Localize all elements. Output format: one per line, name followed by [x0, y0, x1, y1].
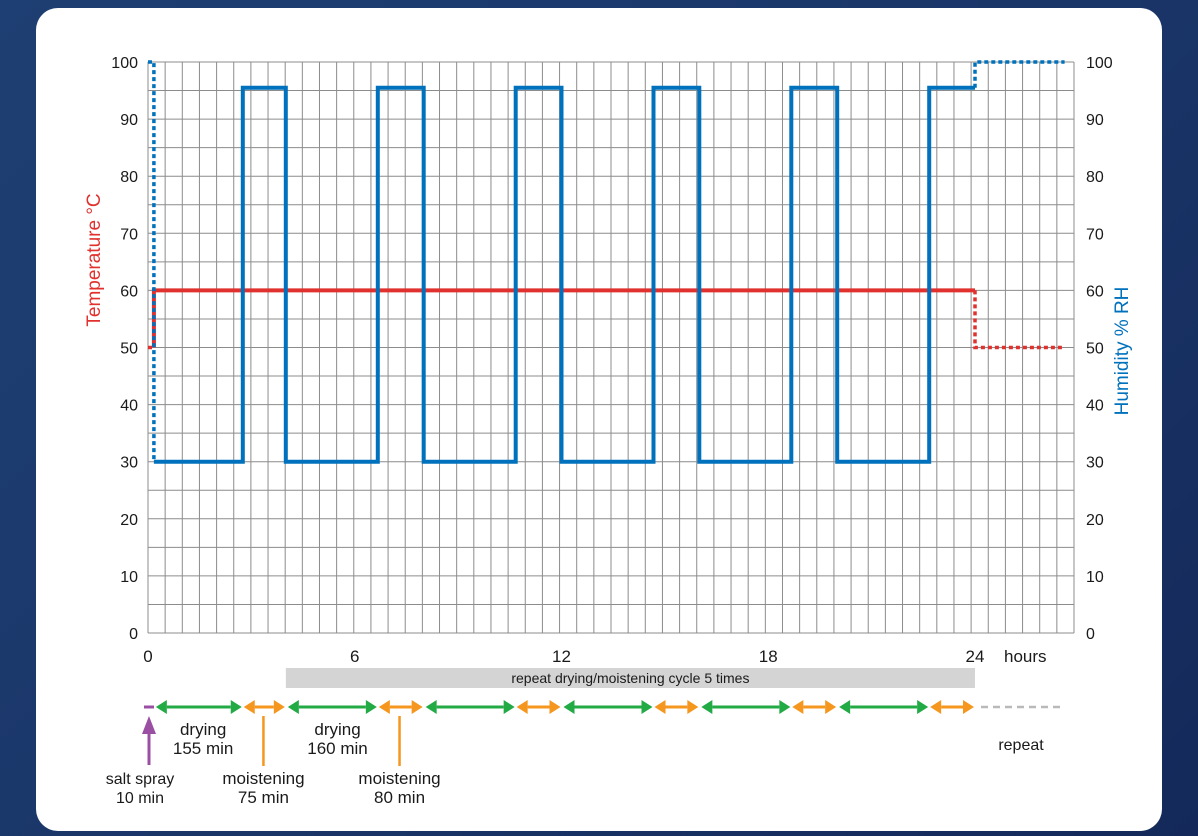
drying-arrow-head-right [503, 700, 515, 714]
chart-card: repeat drying/moistening cycle 5 times 0… [36, 8, 1162, 831]
x-tick-label: 6 [350, 647, 359, 666]
repeat-band-label: repeat drying/moistening cycle 5 times [511, 670, 749, 686]
y-right-axis-label: Humidity % RH [1112, 287, 1133, 416]
y-left-tick-label: 10 [120, 569, 138, 586]
humidity-line-dotted [148, 60, 156, 462]
y-right-tick-label: 40 [1086, 398, 1104, 415]
moistening-arrow-head-left [516, 700, 528, 714]
moistening-arrow-head-right [549, 700, 561, 714]
y-right-tick-label: 50 [1086, 341, 1104, 358]
moistening-label: moistening [358, 769, 440, 788]
y-left-tick-label: 40 [120, 398, 138, 415]
moistening-arrow-head-right [687, 700, 699, 714]
moistening-arrow-head-left [243, 700, 255, 714]
drying-label: drying [180, 720, 226, 739]
y-right-tick-label: 70 [1086, 226, 1104, 243]
salt-spray-duration: 10 min [116, 790, 164, 807]
y-left-tick-label: 50 [120, 341, 138, 358]
y-left-tick-label: 20 [120, 512, 138, 529]
drying-arrow-head-left [425, 700, 437, 714]
moistening-arrow-head-left [930, 700, 942, 714]
y-right-tick-label: 30 [1086, 455, 1104, 472]
drying-arrow-head-right [365, 700, 377, 714]
y-left-tick-label: 80 [120, 169, 138, 186]
y-left-axis-label: Temperature °C [84, 193, 105, 326]
moistening-arrow-head-left [378, 700, 390, 714]
drying-arrow-head-left [287, 700, 299, 714]
repeat-label: repeat [998, 737, 1044, 754]
y-right-tick-label: 90 [1086, 112, 1104, 129]
y-right-tick-label: 10 [1086, 569, 1104, 586]
y-left-tick-label: 70 [120, 226, 138, 243]
y-left-tick-label: 90 [120, 112, 138, 129]
drying-arrow-head-right [779, 700, 791, 714]
moistening-duration: 80 min [374, 788, 425, 807]
humidity-temperature-chart: repeat drying/moistening cycle 5 times 0… [84, 55, 1133, 807]
x-unit-label: hours [1004, 647, 1047, 666]
drying-label: drying [314, 720, 360, 739]
y-left-tick-label: 0 [129, 626, 138, 643]
drying-arrow-head-right [641, 700, 653, 714]
y-right-tick-label: 100 [1086, 55, 1113, 72]
salt-spray-label: salt spray [106, 771, 174, 788]
drying-arrow-head-right [230, 700, 242, 714]
y-right-tick-label: 0 [1086, 626, 1095, 643]
drying-arrow-head-left [701, 700, 713, 714]
salt-spray-pointer-head [142, 716, 156, 734]
temperature-line-dotted [973, 290, 1065, 350]
y-left-tick-label: 100 [111, 55, 138, 72]
moistening-arrow-head-right [411, 700, 423, 714]
repeat-band [285, 668, 975, 688]
y-right-tick-label: 60 [1086, 283, 1104, 300]
moistening-label: moistening [222, 769, 304, 788]
moistening-arrow-head-right [963, 700, 974, 714]
humidity-line [153, 85, 975, 464]
drying-duration: 155 min [173, 739, 233, 758]
moistening-duration: 75 min [238, 788, 289, 807]
moistening-arrow-head-right [273, 700, 285, 714]
drying-arrow-head-left [563, 700, 575, 714]
x-tick-label: 18 [759, 647, 778, 666]
drying-arrow-head-right [917, 700, 929, 714]
moistening-arrow-head-left [654, 700, 666, 714]
x-tick-label: 0 [143, 647, 152, 666]
x-tick-label: 12 [552, 647, 571, 666]
moistening-arrow-head-left [792, 700, 804, 714]
drying-arrow-head-left [839, 700, 851, 714]
y-right-tick-label: 80 [1086, 169, 1104, 186]
drying-duration: 160 min [307, 739, 367, 758]
humidity-line-dotted [973, 60, 1065, 88]
y-right-tick-label: 20 [1086, 512, 1104, 529]
moistening-arrow-head-right [825, 700, 837, 714]
y-left-tick-label: 30 [120, 455, 138, 472]
x-tick-label: 24 [966, 647, 985, 666]
y-left-tick-label: 60 [120, 283, 138, 300]
drying-arrow-head-left [155, 700, 167, 714]
